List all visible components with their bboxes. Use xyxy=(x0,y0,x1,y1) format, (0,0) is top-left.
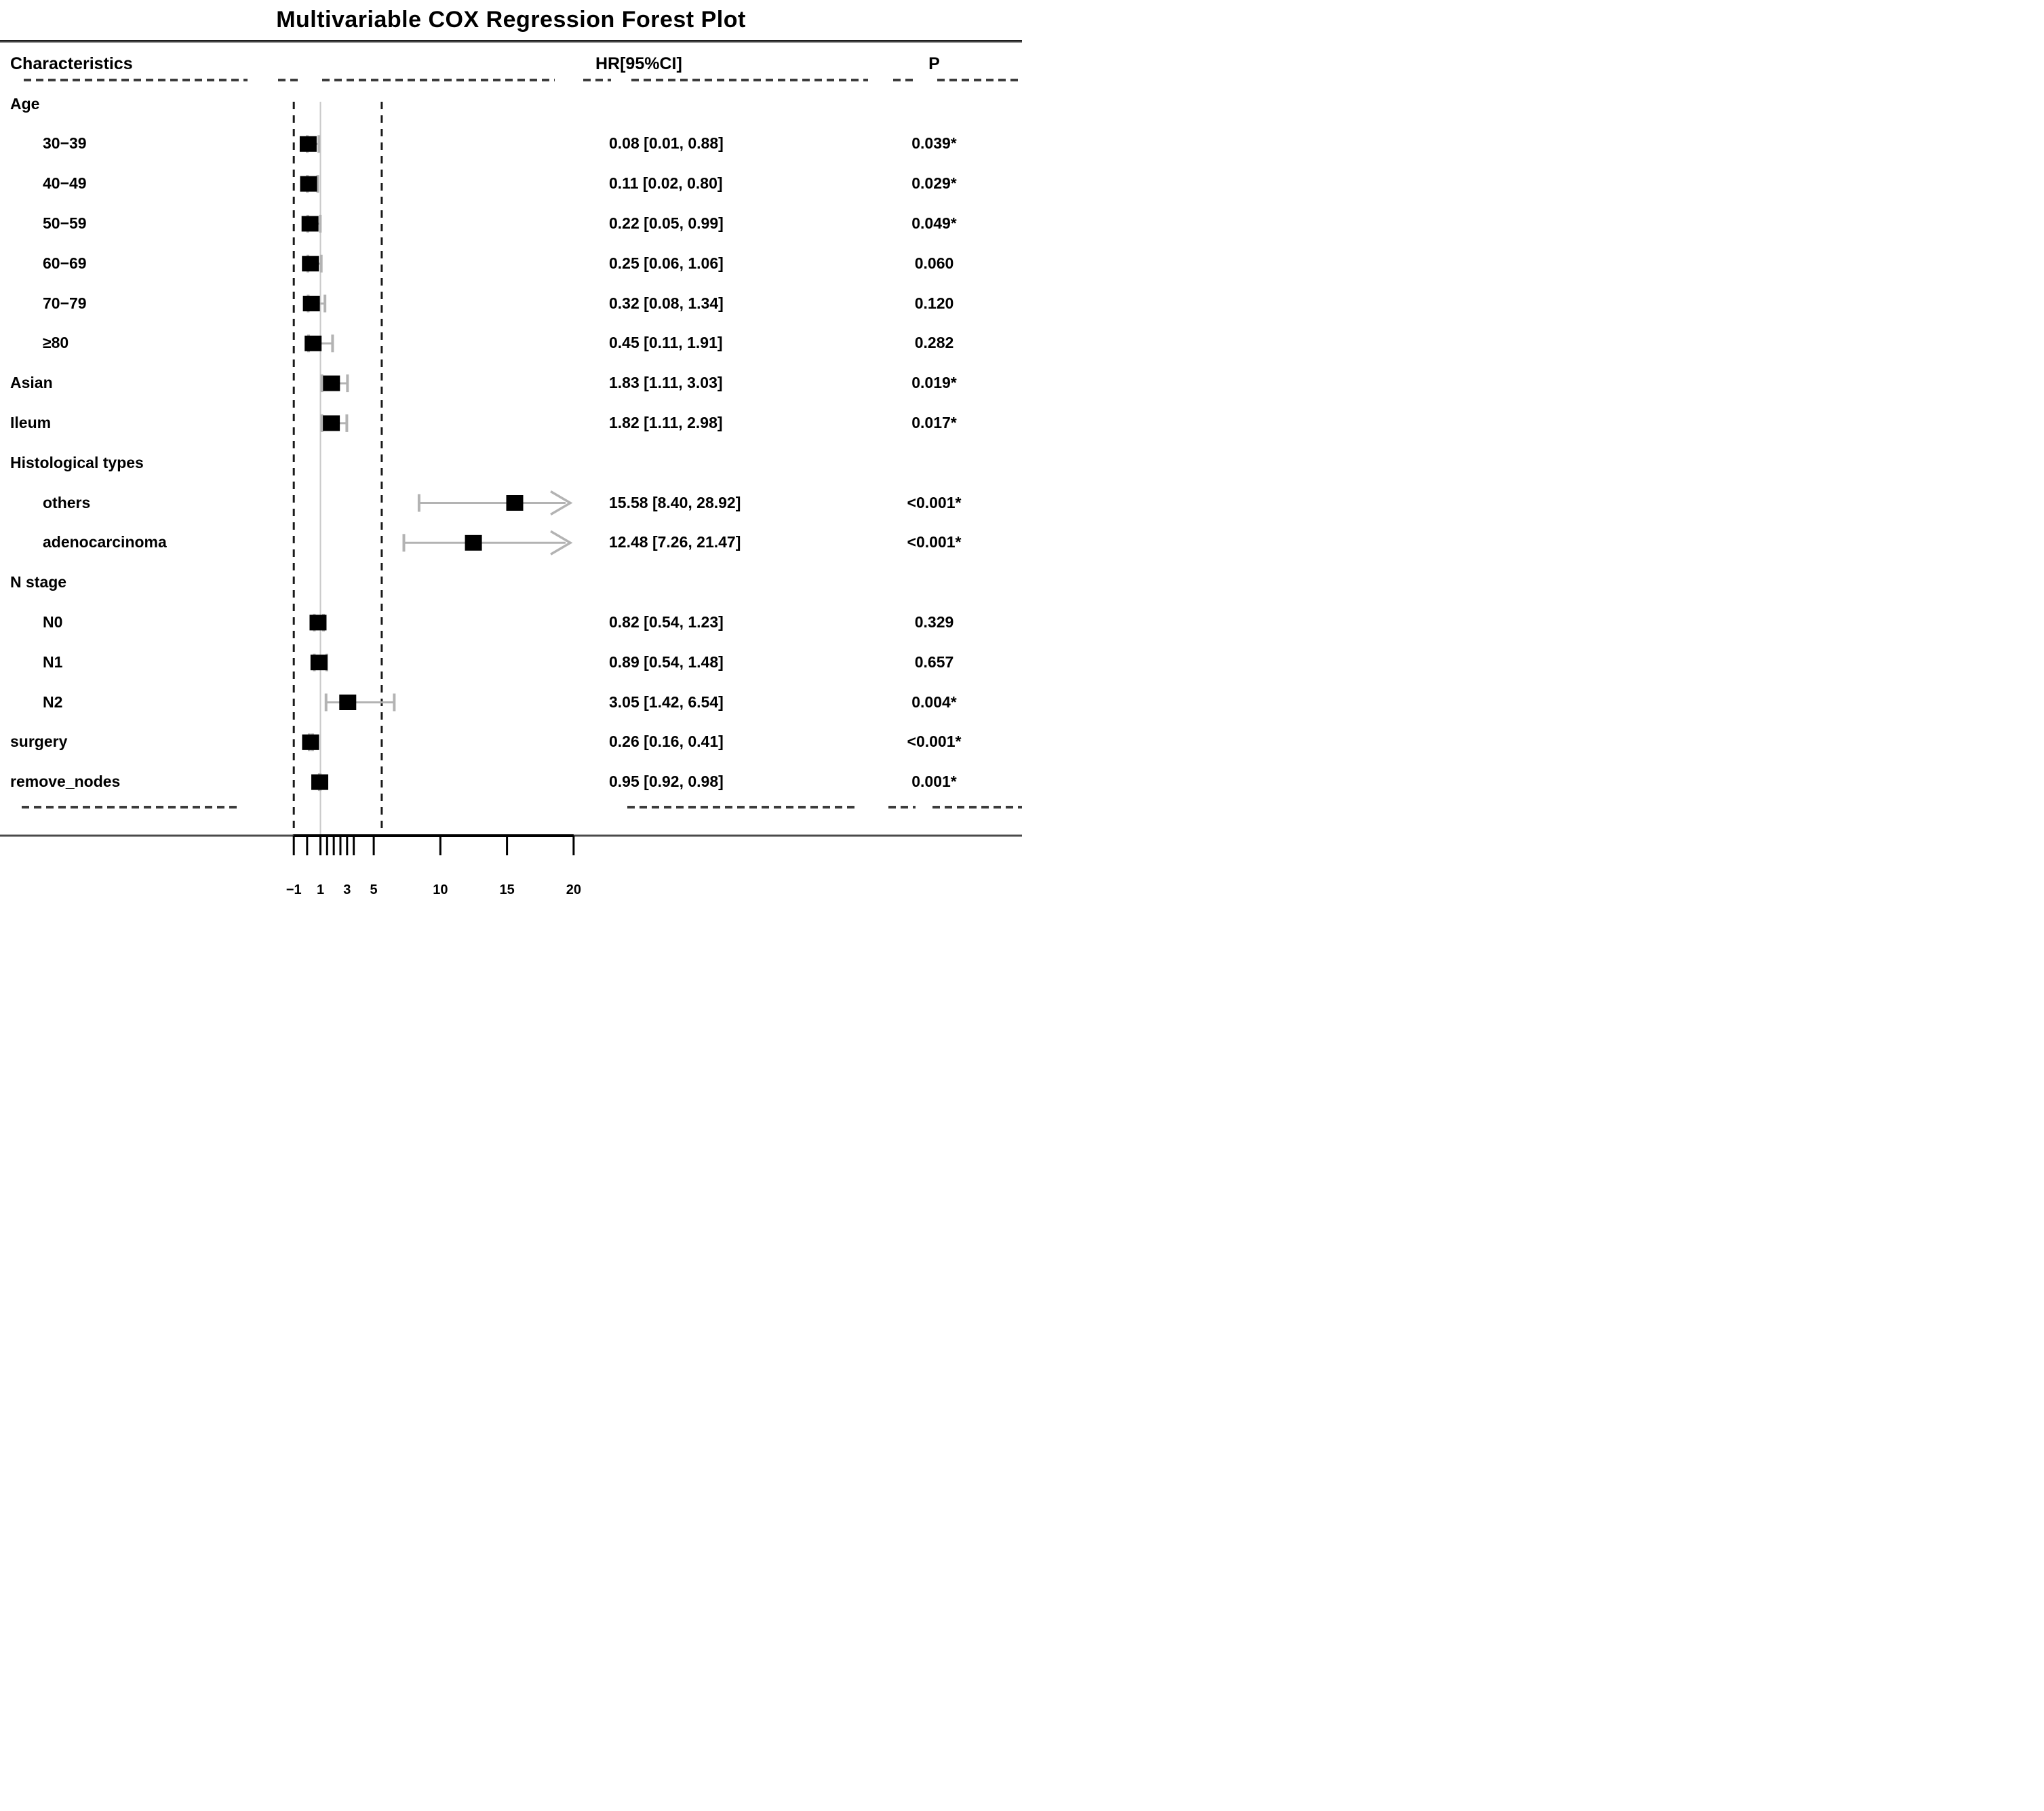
header-dashed-separator xyxy=(893,79,914,81)
hr-ci-value: 0.26 [0.16, 0.41] xyxy=(609,733,724,751)
footer-dashed-separator xyxy=(888,806,916,809)
hr-ci-value: 1.83 [1.11, 3.03] xyxy=(609,374,723,392)
column-header-characteristics: Characteristics xyxy=(10,54,133,73)
header-dashed-separator xyxy=(322,79,555,81)
p-value: <0.001* xyxy=(907,533,962,551)
header-dashed-separator xyxy=(24,79,248,81)
hr-ci-value: 3.05 [1.42, 6.54] xyxy=(609,693,724,711)
p-value: <0.001* xyxy=(907,493,962,511)
row-label: 50−59 xyxy=(43,214,87,232)
marker-box xyxy=(304,335,322,351)
row-label: surgery xyxy=(10,733,68,751)
hr-ci-value: 0.25 [0.06, 1.06] xyxy=(609,254,724,272)
group-row-label: Histological types xyxy=(10,453,144,471)
hr-ci-value: 0.32 [0.08, 1.34] xyxy=(609,294,724,312)
column-header-hr-ci: HR[95%CI] xyxy=(595,54,682,73)
hr-ci-value: 1.82 [1.11, 2.98] xyxy=(609,413,723,431)
marker-box xyxy=(301,216,319,232)
p-value: 0.029* xyxy=(911,174,957,193)
hr-ci-value: 0.11 [0.02, 0.80] xyxy=(609,174,723,193)
marker-box xyxy=(310,655,328,671)
p-value: 0.001* xyxy=(911,773,957,791)
group-row-label: N stage xyxy=(10,573,67,591)
p-value: 0.060 xyxy=(914,254,954,272)
row-label: N0 xyxy=(43,612,63,631)
marker-box xyxy=(299,136,317,152)
header-dashed-separator xyxy=(583,79,611,81)
forest-plot-figure: Multivariable COX Regression Forest Plot… xyxy=(0,0,1022,906)
marker-box xyxy=(302,256,319,272)
footer-dashed-separator xyxy=(22,806,239,809)
hr-ci-value: 15.58 [8.40, 28.92] xyxy=(609,493,741,511)
axis-tick-label: 3 xyxy=(343,882,351,897)
p-value: 0.039* xyxy=(911,134,957,153)
group-row-label: Age xyxy=(10,94,40,113)
header-dashed-separator xyxy=(937,79,1022,81)
row-label: adenocarcinoma xyxy=(43,533,167,551)
header-dashed-separator xyxy=(631,79,868,81)
hr-ci-value: 0.82 [0.54, 1.23] xyxy=(609,612,724,631)
marker-box xyxy=(323,415,340,431)
marker-box xyxy=(506,495,524,511)
row-label: remove_nodes xyxy=(10,773,121,791)
p-value: <0.001* xyxy=(907,733,962,751)
marker-box xyxy=(465,534,482,551)
column-header-p: P xyxy=(928,54,940,73)
hr-ci-value: 0.45 [0.11, 1.91] xyxy=(609,334,723,352)
footer-dashed-separator xyxy=(627,806,857,809)
marker-box xyxy=(300,176,317,192)
forest-plot-canvas: −1 1 3 5 10 15 20 xyxy=(0,102,1022,897)
hr-ci-value: 0.08 [0.01, 0.88] xyxy=(609,134,724,153)
hr-ci-value: 0.22 [0.05, 0.99] xyxy=(609,214,724,232)
footer-dashed-separator xyxy=(932,806,1022,809)
row-label: others xyxy=(43,493,91,511)
page-title: Multivariable COX Regression Forest Plot xyxy=(276,7,746,33)
p-value: 0.657 xyxy=(914,653,954,671)
axis-tick-label: 15 xyxy=(499,882,514,897)
row-label: Asian xyxy=(10,374,53,392)
p-value: 0.019* xyxy=(911,374,957,392)
p-value: 0.120 xyxy=(914,294,954,312)
p-value: 0.282 xyxy=(914,334,954,352)
marker-box xyxy=(339,695,357,710)
arrow-head xyxy=(550,490,573,516)
row-label: ≥80 xyxy=(43,334,69,352)
marker-box xyxy=(302,296,320,311)
row-label: N1 xyxy=(43,653,63,671)
marker-box xyxy=(323,375,340,391)
axis-tick-label: −1 xyxy=(286,882,302,897)
axis-tick-label: 20 xyxy=(566,882,581,897)
hr-ci-value: 0.89 [0.54, 1.48] xyxy=(609,653,724,671)
p-value: 0.004* xyxy=(911,693,957,711)
marker-box xyxy=(309,615,327,631)
row-label: 30−39 xyxy=(43,134,87,153)
p-value: 0.049* xyxy=(911,214,957,232)
marker-box xyxy=(302,734,319,750)
row-label: 70−79 xyxy=(43,294,87,312)
p-value: 0.017* xyxy=(911,413,957,431)
marker-box xyxy=(311,774,329,790)
row-label: Ileum xyxy=(10,413,52,431)
arrow-head xyxy=(550,530,573,556)
header-dashed-separator xyxy=(278,79,298,81)
row-label: 60−69 xyxy=(43,254,87,272)
row-label: N2 xyxy=(43,693,63,711)
axis-tick-label: 10 xyxy=(433,882,448,897)
top-rule-line xyxy=(0,40,1022,43)
axis-tick-label: 5 xyxy=(370,882,378,897)
axis-tick-label: 1 xyxy=(317,882,324,897)
hr-ci-value: 12.48 [7.26, 21.47] xyxy=(609,533,741,551)
hr-ci-value: 0.95 [0.92, 0.98] xyxy=(609,773,724,791)
row-label: 40−49 xyxy=(43,174,87,193)
p-value: 0.329 xyxy=(914,612,954,631)
